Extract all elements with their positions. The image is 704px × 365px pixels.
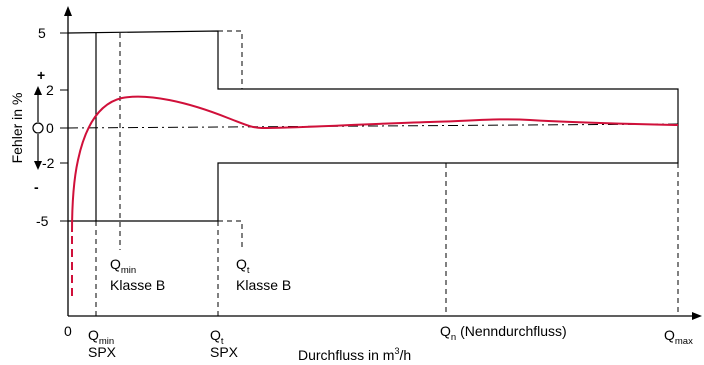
arrow-up-icon — [34, 86, 42, 95]
qt-b-label: Qt — [236, 256, 250, 276]
minus-sign: - — [34, 179, 39, 195]
arrow-down-icon — [34, 161, 42, 170]
tolerance-band-lower — [68, 125, 679, 222]
zero-reference-line — [67, 123, 679, 129]
plus-sign: + — [37, 67, 45, 83]
qmin-b-label: Qmin — [110, 256, 136, 276]
qt-b-dashed-upper — [218, 30, 243, 89]
y-tick-label-0: 0 — [46, 120, 54, 136]
y-tick-label-minus5: -5 — [36, 213, 49, 229]
y-axis-arrow-icon — [64, 6, 72, 16]
qt-b-sublabel: Klasse B — [236, 277, 291, 293]
qt-b-dashed-lower — [218, 220, 243, 250]
y-tick-label-minus2: -2 — [42, 155, 55, 171]
x-axis-label: Durchfluss in m3/h — [298, 346, 411, 363]
qmin-b-sublabel: Klasse B — [110, 277, 165, 293]
qn-label: Qn (Nenndurchfluss) — [440, 323, 567, 343]
qt-spx-label: Qt — [210, 327, 224, 347]
x-axis-arrow-icon — [692, 312, 702, 320]
y-axis-label: Fehler in % — [9, 93, 25, 164]
origin-label: 0 — [64, 323, 72, 339]
zero-circle-icon — [32, 122, 44, 134]
qmax-label: Qmax — [664, 327, 693, 347]
qmin-spx-sublabel: SPX — [88, 344, 117, 360]
qmin-spx-label: Qmin — [88, 327, 114, 347]
y-tick-label-5: 5 — [38, 25, 46, 41]
tolerance-band-upper — [67, 30, 679, 125]
error-curve — [71, 95, 679, 233]
y-tick-label-2: 2 — [46, 82, 54, 98]
qt-spx-sublabel: SPX — [210, 344, 239, 360]
